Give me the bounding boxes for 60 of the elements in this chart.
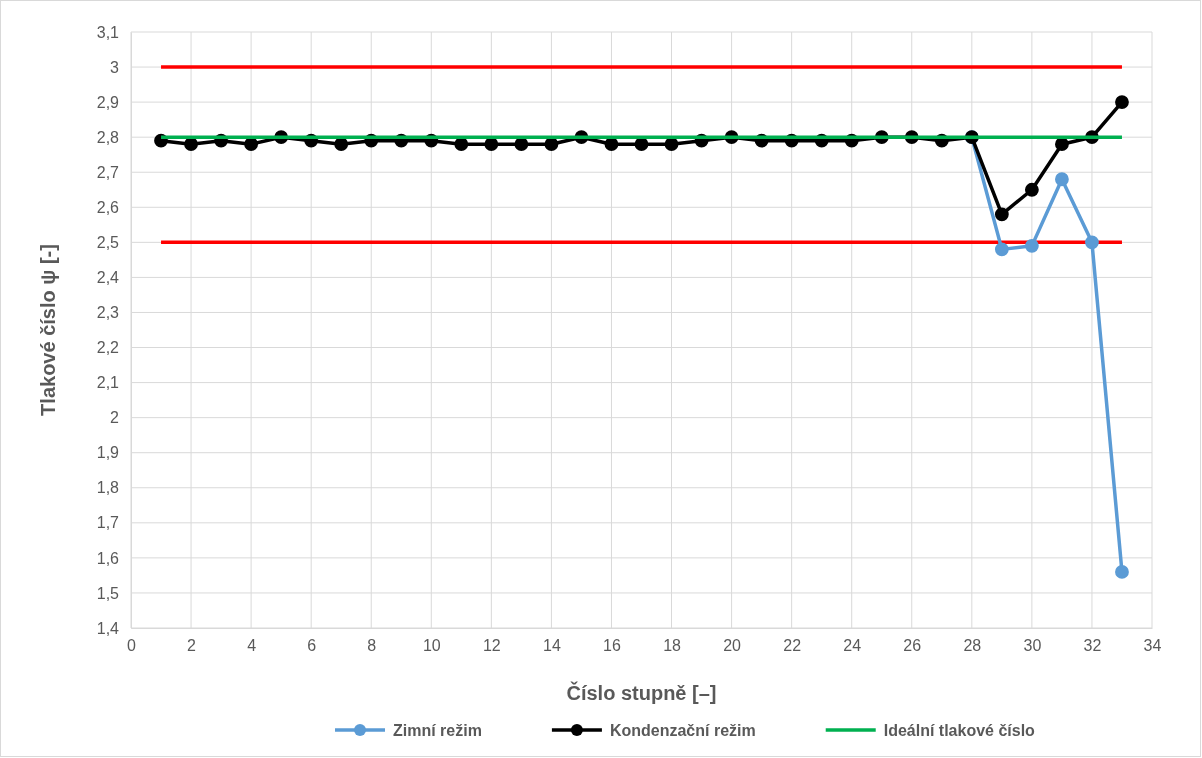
x-tick-label: 0 — [127, 637, 137, 655]
point — [544, 137, 559, 152]
y-tick-label: 1,9 — [96, 444, 120, 462]
y-tick-label: 1,6 — [96, 549, 120, 567]
point — [604, 137, 619, 152]
legend-label: Zimní režim — [393, 722, 482, 739]
x-tick-label: 22 — [783, 637, 802, 655]
y-tick-label: 1,8 — [96, 479, 120, 497]
x-tick-label: 4 — [247, 637, 257, 655]
point — [334, 137, 349, 152]
x-tick-label: 32 — [1083, 637, 1102, 655]
point — [634, 137, 649, 152]
y-tick-label: 2,4 — [96, 269, 120, 287]
x-tick-label: 14 — [543, 637, 561, 655]
point — [1055, 137, 1069, 152]
point — [994, 207, 1009, 222]
point — [1024, 238, 1039, 253]
x-tick-label: 30 — [1023, 637, 1042, 655]
point — [514, 137, 529, 152]
y-tick-label: 2,7 — [96, 163, 120, 181]
x-tick-label: 8 — [367, 637, 377, 655]
point — [184, 137, 198, 152]
x-tick-label: 6 — [307, 637, 317, 655]
x-tick-label: 34 — [1143, 637, 1162, 655]
y-tick-label: 2,1 — [96, 374, 120, 392]
legend-label: Kondenzační režim — [609, 722, 756, 739]
legend-label: Ideální tlakové číslo — [883, 722, 1036, 739]
x-axis-title: Číslo stupně [–] — [566, 681, 717, 704]
y-tick-label: 2 — [110, 409, 120, 427]
point — [454, 137, 469, 152]
y-tick-label: 1,4 — [96, 619, 120, 637]
point — [1115, 95, 1129, 110]
y-tick-label: 2,2 — [96, 339, 120, 357]
x-tick-label: 20 — [723, 637, 742, 655]
point — [1085, 235, 1099, 250]
y-tick-label: 2,8 — [96, 128, 120, 146]
point — [484, 137, 499, 152]
x-tick-label: 10 — [422, 637, 441, 655]
point — [994, 242, 1009, 257]
x-tick-label: 12 — [482, 637, 501, 655]
point — [664, 137, 679, 152]
y-tick-label: 2,6 — [96, 198, 120, 216]
y-tick-label: 1,7 — [96, 514, 120, 532]
y-tick-label: 2,5 — [96, 233, 120, 251]
x-tick-label: 26 — [903, 637, 922, 655]
x-tick-label: 16 — [603, 637, 621, 655]
x-tick-label: 18 — [663, 637, 682, 655]
y-tick-label: 2,3 — [96, 304, 120, 322]
y-tick-label: 2,9 — [96, 93, 120, 111]
point — [244, 137, 259, 152]
x-tick-label: 24 — [843, 637, 862, 655]
y-axis-title: Tlakové číslo ψ [-] — [37, 244, 59, 416]
x-tick-label: 28 — [963, 637, 982, 655]
y-tick-label: 3,1 — [96, 23, 120, 41]
y-tick-label: 1,5 — [96, 584, 120, 602]
point — [1024, 182, 1039, 197]
point — [1115, 565, 1129, 579]
x-tick-label: 2 — [187, 637, 197, 655]
point — [1055, 172, 1069, 187]
y-tick-label: 3 — [110, 58, 120, 76]
